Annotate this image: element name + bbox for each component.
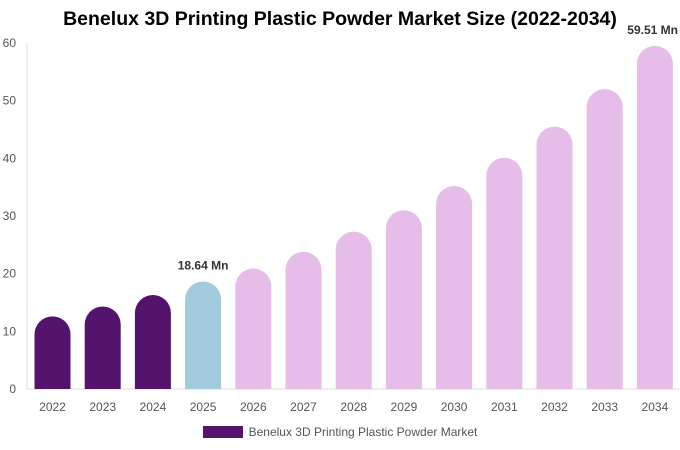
x-tick-label: 2022 [39,400,66,414]
bar-2026 [235,268,272,389]
x-tick-label: 2032 [541,400,568,414]
bar-2022 [34,316,71,389]
y-tick-label: 0 [9,382,16,396]
bar-2025 [185,281,222,389]
x-tick-label: 2030 [441,400,468,414]
bar-2028 [335,231,372,389]
x-tick-label: 2025 [190,400,217,414]
data-label-2025: 18.64 Mn [178,259,229,273]
x-tick-label: 2027 [290,400,317,414]
y-tick-label: 50 [3,94,17,108]
x-tick-label: 2023 [89,400,116,414]
y-tick-label: 30 [3,209,17,223]
bar-2030 [436,186,473,389]
bar-2027 [285,251,322,389]
y-tick-label: 60 [3,36,17,50]
chart-title: Benelux 3D Printing Plastic Powder Marke… [63,8,617,30]
x-tick-label: 2024 [140,400,167,414]
legend-label: Benelux 3D Printing Plastic Powder Marke… [248,425,478,439]
y-tick-label: 40 [3,151,17,165]
bar-2023 [84,306,121,389]
bar-2033 [586,89,623,389]
data-label-2034: 59.51 Mn [627,23,678,37]
bar-2032 [536,126,573,390]
x-tick-label: 2028 [340,400,367,414]
x-tick-label: 2034 [642,400,669,414]
x-tick-label: 2031 [491,400,518,414]
legend: Benelux 3D Printing Plastic Powder Marke… [0,425,680,439]
x-tick-label: 2033 [591,400,618,414]
bar-2029 [385,210,422,389]
y-tick-label: 10 [3,324,17,338]
legend-swatch [202,426,243,438]
x-tick-label: 2029 [391,400,418,414]
bar-2024 [134,295,171,389]
bar-2034 [636,45,673,389]
bar-2031 [486,157,523,389]
x-tick-label: 2026 [240,400,267,414]
y-tick-label: 20 [3,267,17,281]
